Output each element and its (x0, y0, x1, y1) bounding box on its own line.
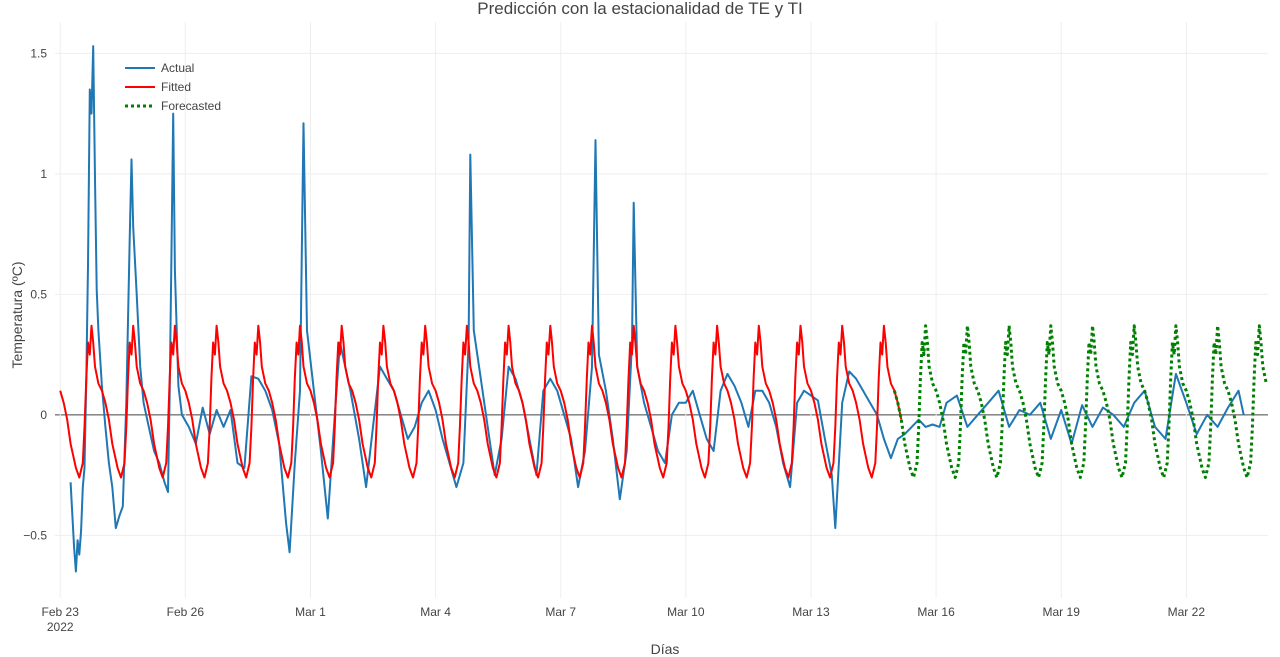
y-tick-label: 0.5 (30, 287, 47, 301)
x-tick-label: Mar 16 (917, 605, 955, 619)
x-tick-sublabel: 2022 (47, 620, 74, 634)
series-line-actual (69, 45, 1245, 573)
legend-label-forecasted[interactable]: Forecasted (161, 99, 221, 113)
legend-label-actual[interactable]: Actual (161, 61, 194, 75)
series-line-fitted (59, 324, 903, 479)
y-tick-label: 1 (40, 167, 47, 181)
x-tick-label: Mar 13 (792, 605, 830, 619)
legend-label-fitted[interactable]: Fitted (161, 80, 191, 94)
y-tick-label: 0 (40, 408, 47, 422)
series-line-forecasted (892, 324, 1268, 479)
chart-title: Predicción con la estacionalidad de TE y… (477, 0, 802, 18)
y-tick-label: 1.5 (30, 46, 47, 60)
x-tick-label: Mar 7 (545, 605, 576, 619)
gridlines (55, 22, 1268, 598)
legend: Actual Fitted Forecasted (125, 61, 221, 113)
x-tick-label: Mar 19 (1043, 605, 1081, 619)
x-tick-label: Mar 22 (1168, 605, 1206, 619)
x-axis-title: Días (651, 641, 680, 657)
y-tick-label: −0.5 (23, 528, 47, 542)
y-axis-title: Temperatura (ºC) (9, 261, 25, 368)
x-tick-label: Feb 23 (42, 605, 80, 619)
series-layer (59, 45, 1268, 573)
x-tick-label: Mar 10 (667, 605, 705, 619)
x-tick-label: Mar 1 (295, 605, 326, 619)
x-tick-label: Feb 26 (167, 605, 205, 619)
x-tick-label: Mar 4 (420, 605, 451, 619)
